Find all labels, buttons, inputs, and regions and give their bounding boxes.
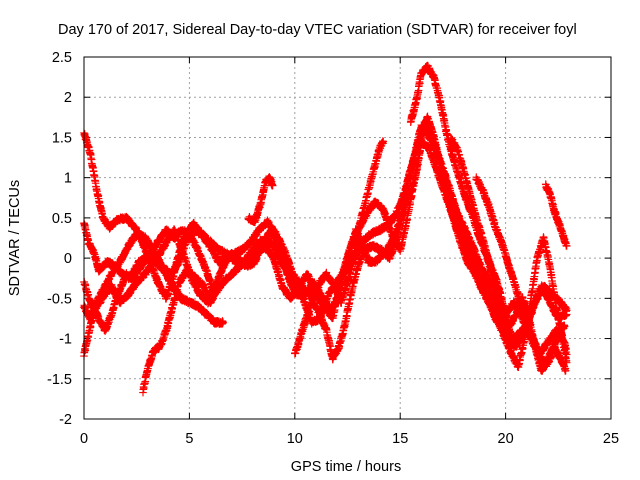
x-tick-label: 5	[185, 431, 193, 447]
x-tick-label: 0	[80, 431, 88, 447]
y-tick-label: -1	[59, 332, 72, 348]
x-tick-label: 20	[498, 431, 514, 447]
y-tick-label: 2	[64, 90, 72, 106]
y-tick-label: 0	[64, 251, 72, 267]
y-tick-label: -0.5	[47, 291, 72, 307]
x-axis-label: GPS time / hours	[291, 459, 401, 475]
series-markers	[472, 173, 569, 371]
series-markers	[139, 265, 219, 397]
series-track-11	[472, 173, 569, 371]
x-axis-tick-labels: 0 5 10 15 20 25	[80, 431, 619, 447]
y-tick-label: -2	[59, 412, 72, 428]
series-markers	[244, 173, 277, 227]
series-markers	[291, 137, 388, 358]
y-tick-label: -1.5	[47, 372, 72, 388]
plot-area-border	[83, 56, 612, 420]
y-axis-label: SDTVAR / TECUs	[7, 180, 23, 296]
x-tick-label: 15	[392, 431, 408, 447]
series-track-8	[291, 137, 388, 358]
series-markers	[447, 134, 525, 352]
x-tick-label: 10	[287, 431, 303, 447]
x-tick-label: 25	[603, 431, 619, 447]
y-tick-label: 0.5	[52, 211, 72, 227]
series-track-6	[139, 265, 219, 397]
chart-title: Day 170 of 2017, Sidereal Day-to-day VTE…	[58, 22, 577, 38]
series-markers	[541, 180, 571, 250]
y-axis-tick-labels: -2 -1.5 -1 -0.5 0 0.5 1 1.5 2 2.5	[47, 50, 72, 428]
data-series-layer	[80, 61, 571, 397]
series-track-10	[447, 134, 525, 352]
series-track-12	[541, 180, 571, 250]
y-tick-label: 1	[64, 171, 72, 187]
y-tick-label: 2.5	[52, 50, 72, 66]
series-track-7	[244, 173, 277, 227]
y-tick-label: 1.5	[52, 130, 72, 146]
